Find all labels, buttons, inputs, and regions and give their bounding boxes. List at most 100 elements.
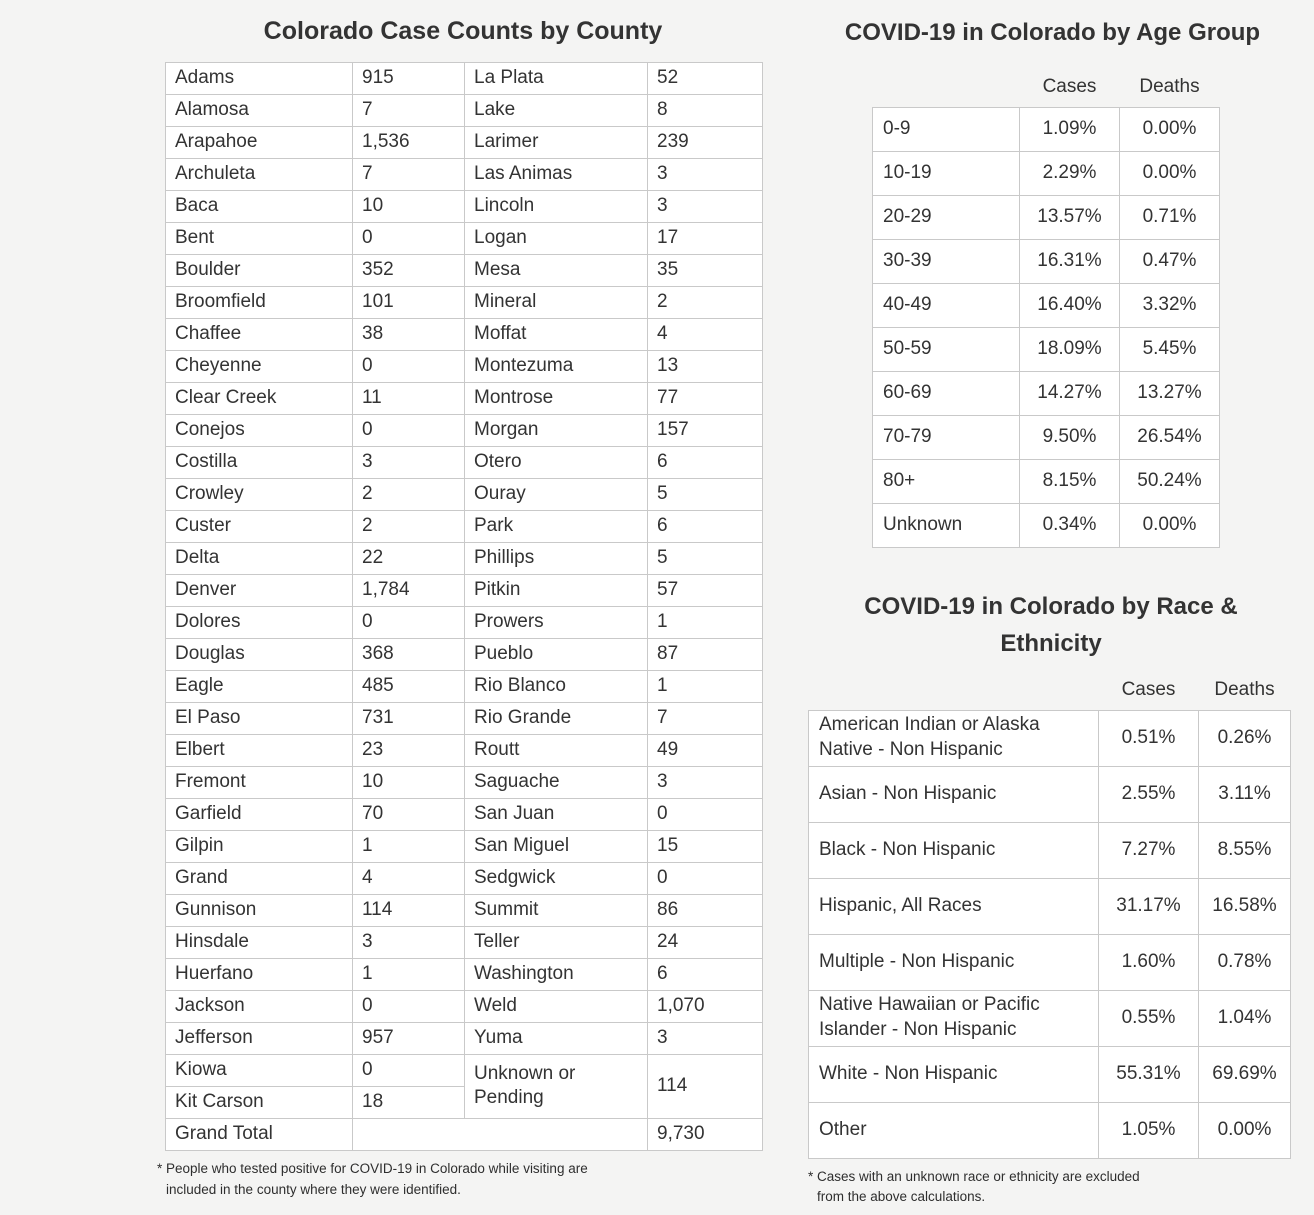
age-group-cell: 70-79: [872, 414, 1020, 460]
county-name-cell: Pueblo: [464, 638, 648, 671]
age-cases-header: Cases: [1042, 75, 1097, 97]
age-table-header: Cases Deaths: [873, 63, 1220, 107]
county-value-cell: 0: [352, 990, 465, 1023]
county-value-cell: 8: [647, 94, 763, 127]
county-name-cell: Garfield: [165, 798, 353, 831]
county-name-cell: Summit: [464, 894, 648, 927]
county-name-cell: Rio Grande: [464, 702, 648, 735]
race-table-row: Black - Non Hispanic 7.27% 8.55%: [808, 821, 1291, 879]
county-table-section: Colorado Case Counts by County Adams 915 L…: [157, 14, 769, 1201]
race-deaths-cell: 69.69%: [1198, 1045, 1291, 1103]
race-deaths-cell: 3.11%: [1198, 765, 1291, 823]
county-name-cell: Delta: [165, 542, 353, 575]
county-table-row: Arapahoe 1,536 Larimer 239: [165, 126, 763, 159]
county-name-cell: Weld: [464, 990, 648, 1023]
race-cases-cell: 0.55%: [1098, 989, 1199, 1047]
county-table: Adams 915 La Plata 52 Alamosa 7 Lake 8 Arapahoe 1…: [165, 62, 763, 1151]
age-cases-cell: 9.50%: [1019, 414, 1120, 460]
county-name-cell: Boulder: [165, 254, 353, 287]
county-value-cell: 52: [647, 62, 763, 95]
race-cases-cell: 1.05%: [1098, 1101, 1199, 1159]
county-table-row: Clear Creek 11 Montrose 77: [165, 382, 763, 415]
age-deaths-cell: 13.27%: [1119, 370, 1220, 416]
county-table-row: Archuleta 7 Las Animas 3: [165, 158, 763, 191]
age-group-cell: Unknown: [872, 502, 1020, 548]
age-deaths-cell: 3.32%: [1119, 282, 1220, 328]
race-deaths-cell: 8.55%: [1198, 821, 1291, 879]
age-cases-cell: 16.40%: [1019, 282, 1120, 328]
age-header-row: Cases Deaths: [873, 63, 1220, 107]
county-name-cell: Mesa: [464, 254, 648, 287]
county-name-cell: Hinsdale: [165, 926, 353, 959]
race-cases-cell: 1.60%: [1098, 933, 1199, 991]
county-name-cell: Otero: [464, 446, 648, 479]
race-table-row: American Indian or Alaska Native - Non H…: [808, 709, 1291, 767]
county-value-cell: 22: [352, 542, 465, 575]
race-cases-cell: 0.51%: [1098, 709, 1199, 767]
county-table-row: Jackson 0 Weld 1,070: [165, 990, 763, 1023]
county-name-cell: Cheyenne: [165, 350, 353, 383]
race-footnote-line2: from the above calculations.: [817, 1189, 986, 1205]
age-group-cell: 30-39: [872, 238, 1020, 284]
county-value-cell: 6: [647, 958, 763, 991]
race-label-cell: Multiple - Non Hispanic: [808, 933, 1099, 991]
age-table-row: 20-29 13.57% 0.71%: [872, 194, 1220, 240]
county-value-cell: 957: [352, 1022, 465, 1055]
county-name-cell: Conejos: [165, 414, 353, 447]
county-name-cell: Elbert: [165, 734, 353, 767]
county-name-cell: Dolores: [165, 606, 353, 639]
age-group-cell: 80+: [872, 458, 1020, 504]
county-value-cell: 87: [647, 638, 763, 671]
county-value-cell: 17: [647, 222, 763, 255]
county-table-row: Gunnison 114 Summit 86: [165, 894, 763, 927]
county-value-cell: 1: [647, 606, 763, 639]
county-value-cell: 35: [647, 254, 763, 287]
county-table-title: Colorado Case Counts by County: [263, 17, 663, 45]
age-group-cell: 10-19: [872, 150, 1020, 196]
age-table-row: 0-9 1.09% 0.00%: [872, 106, 1220, 152]
county-value-cell: 485: [352, 670, 465, 703]
race-cases-header: Cases: [1121, 678, 1176, 700]
county-name-cell: Crowley: [165, 478, 353, 511]
county-name-cell: Larimer: [464, 126, 648, 159]
county-value-cell: 15: [647, 830, 763, 863]
county-name-cell: Pitkin: [464, 574, 648, 607]
county-name-cell: La Plata: [464, 62, 648, 95]
county-table-row: Delta 22 Phillips 5: [165, 542, 763, 575]
county-name-cell: Arapahoe: [165, 126, 353, 159]
county-value-cell: 38: [352, 318, 465, 351]
county-table-row: Grand 4 Sedgwick 0: [165, 862, 763, 895]
age-table-row: 10-19 2.29% 0.00%: [872, 150, 1220, 196]
county-value-cell: 3: [647, 158, 763, 191]
race-label-cell: Native Hawaiian or Pacific Islander - No…: [808, 989, 1099, 1047]
county-name-cell: Rio Blanco: [464, 670, 648, 703]
county-name-cell: Lake: [464, 94, 648, 127]
county-table-row: Denver 1,784 Pitkin 57: [165, 574, 763, 607]
county-value-cell: 0: [352, 414, 465, 447]
county-name-cell: Eagle: [165, 670, 353, 703]
county-value-cell: 10: [352, 190, 465, 223]
age-cases-cell: 1.09%: [1019, 106, 1120, 152]
county-value-cell: 2: [352, 510, 465, 543]
county-value-cell: 0: [352, 222, 465, 255]
county-value-cell: 0: [352, 606, 465, 639]
county-name-cell: Grand: [165, 862, 353, 895]
county-value-cell: 1: [352, 958, 465, 991]
race-cases-cell: 31.17%: [1098, 877, 1199, 935]
race-table-row: Hispanic, All Races 31.17% 16.58%: [808, 877, 1291, 935]
county-table-row: Adams 915 La Plata 52: [165, 62, 763, 95]
county-name-cell: Alamosa: [165, 94, 353, 127]
county-name-cell: Custer: [165, 510, 353, 543]
county-table-row: Crowley 2 Ouray 5: [165, 478, 763, 511]
county-table-row: El Paso 731 Rio Grande 7: [165, 702, 763, 735]
county-name-cell: Prowers: [464, 606, 648, 639]
county-value-cell: 239: [647, 126, 763, 159]
race-table-row: Other 1.05% 0.00%: [808, 1101, 1291, 1159]
county-value-cell: 23: [352, 734, 465, 767]
county-value-cell: 24: [647, 926, 763, 959]
county-name-cell: Lincoln: [464, 190, 648, 223]
county-table-row: Conejos 0 Morgan 157: [165, 414, 763, 447]
race-footnote-line1: * Cases with an unknown race or ethnicit…: [808, 1168, 1140, 1184]
county-name-cell: Ouray: [464, 478, 648, 511]
county-table-row: Fremont 10 Saguache 3: [165, 766, 763, 799]
